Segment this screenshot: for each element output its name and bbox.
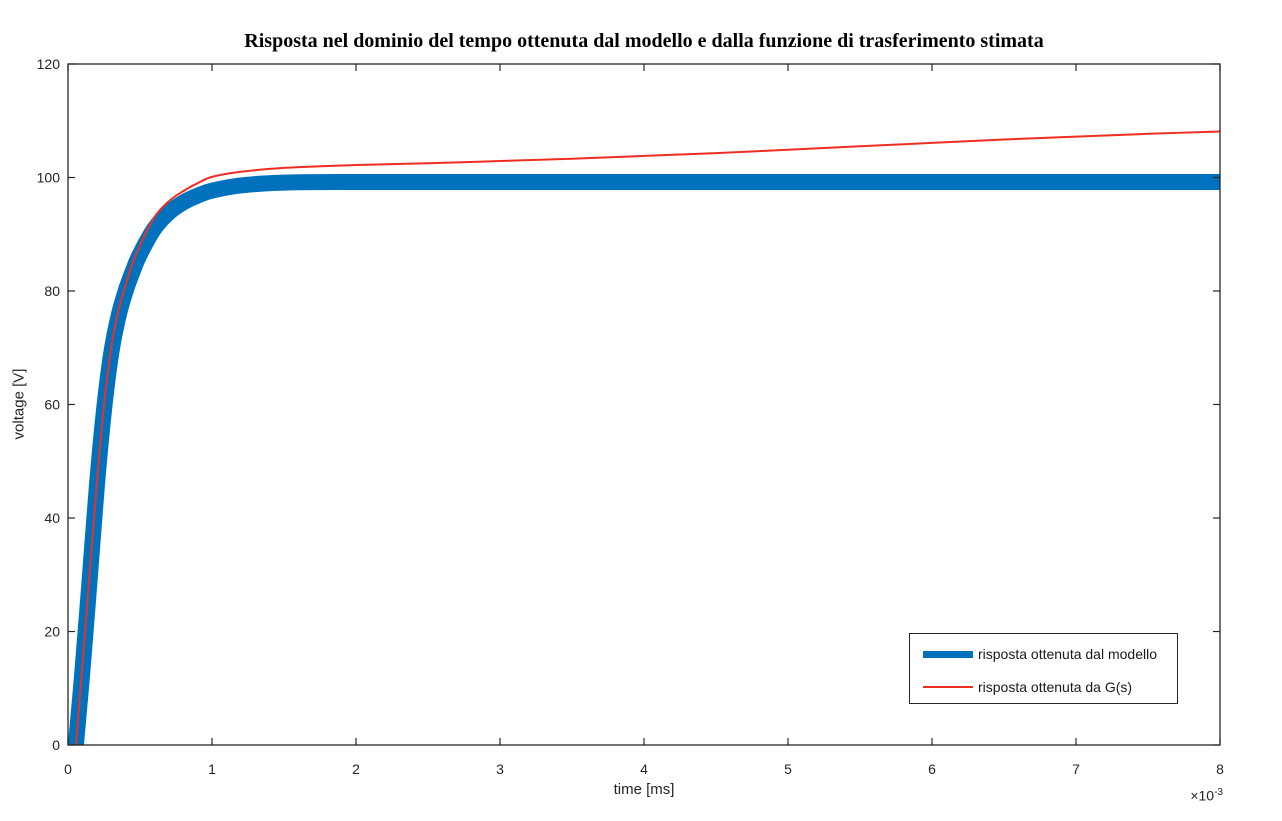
- x-tick-label: 3: [496, 761, 504, 777]
- legend-label-model: risposta ottenuta dal modello: [978, 646, 1157, 662]
- y-tick-label: 80: [44, 283, 60, 299]
- y-tick-label: 20: [44, 624, 60, 640]
- y-tick-label: 120: [37, 56, 61, 72]
- x-axis-exponent-label: ×10-3: [1123, 787, 1223, 804]
- multiplier-exponent: -3: [1214, 787, 1223, 798]
- x-tick-label: 0: [64, 761, 72, 777]
- x-tick-label: 8: [1216, 761, 1224, 777]
- y-axis-label: voltage [V]: [10, 368, 28, 440]
- x-tick-label: 5: [784, 761, 792, 777]
- legend-line-sample-gs: [923, 686, 973, 688]
- x-tick-label: 4: [640, 761, 648, 777]
- y-tick-label: 60: [44, 397, 60, 413]
- chart-title: Risposta nel dominio del tempo ottenuta …: [244, 30, 1044, 52]
- y-tick-label: 0: [52, 737, 60, 753]
- x-tick-label: 2: [352, 761, 360, 777]
- legend-item-gs: risposta ottenuta da G(s): [923, 676, 1132, 698]
- legend-line-sample-model: [923, 650, 973, 658]
- x-tick-label: 7: [1072, 761, 1080, 777]
- legend[interactable]: risposta ottenuta dal modello risposta o…: [909, 633, 1178, 704]
- y-tick-label: 40: [44, 510, 60, 526]
- multiplier-base: ×10: [1190, 787, 1215, 804]
- y-tick-label: 100: [37, 170, 61, 186]
- series-curve-gs: [74, 130, 1220, 745]
- x-tick-label: 6: [928, 761, 936, 777]
- legend-label-gs: risposta ottenuta da G(s): [978, 679, 1133, 695]
- x-axis-label: time [ms]: [613, 781, 675, 798]
- x-tick-label: 1: [208, 761, 216, 777]
- legend-item-model: risposta ottenuta dal modello: [923, 643, 1157, 665]
